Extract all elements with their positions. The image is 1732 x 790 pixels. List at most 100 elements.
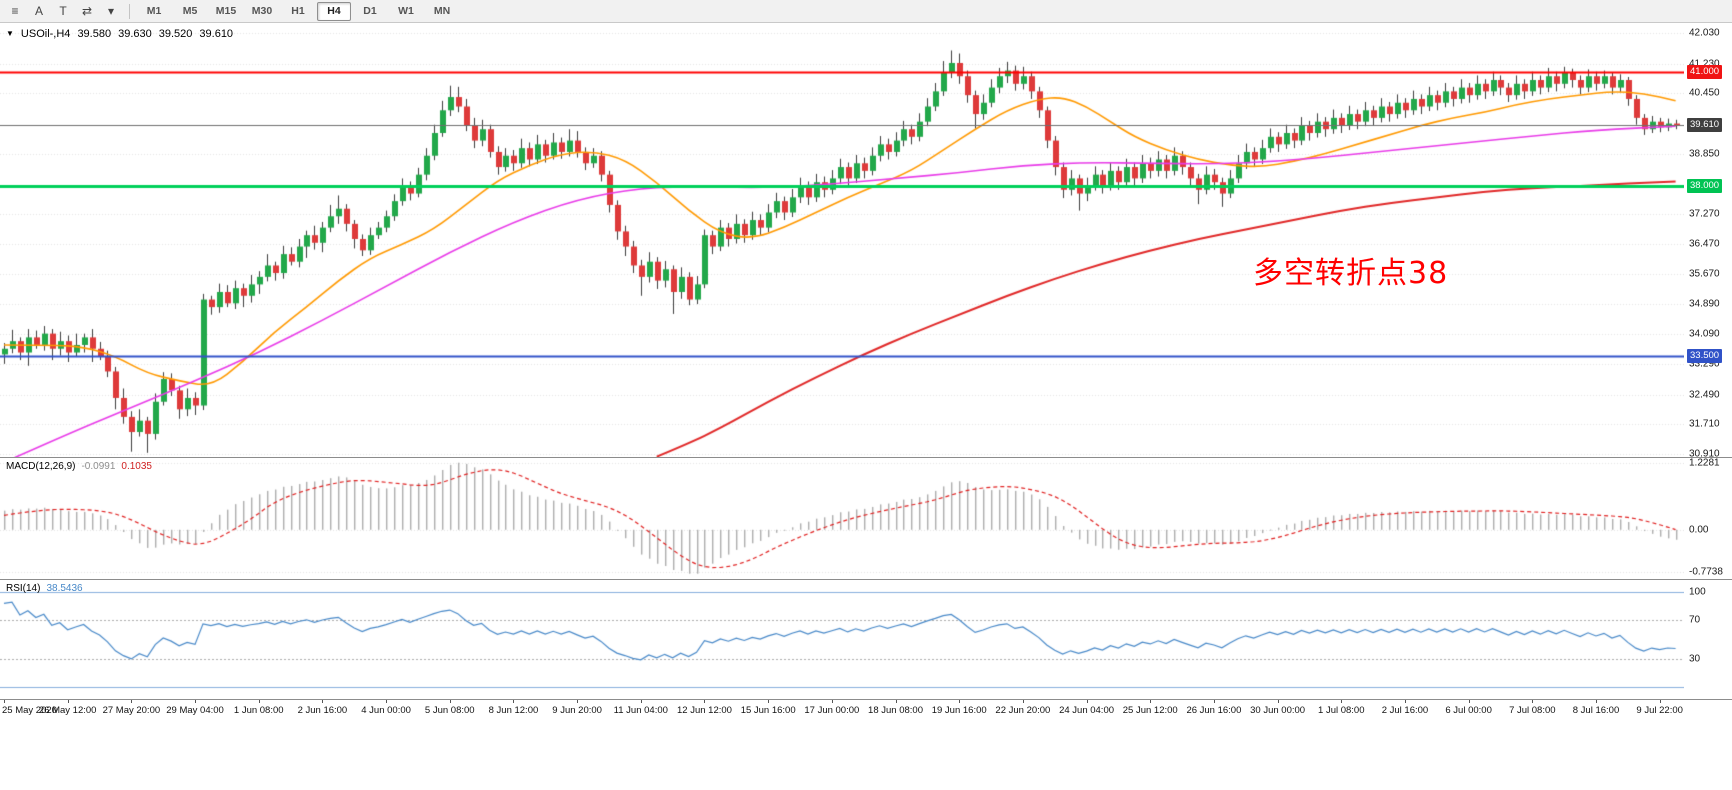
chart-title: ▼ USOil-,H4 39.580 39.630 39.520 39.610: [6, 28, 233, 40]
rsi-name: RSI(14): [6, 583, 41, 594]
time-tick: [959, 700, 960, 703]
price-tick-label: 41.230: [1689, 58, 1720, 70]
time-tick: [259, 700, 260, 703]
time-label: 30 Jun 00:00: [1250, 705, 1306, 716]
main-chart-panel: ▼ USOil-,H4 39.580 39.630 39.520 39.610 …: [0, 24, 1732, 460]
time-tick: [1532, 700, 1533, 703]
rsi-value: 38.5436: [46, 583, 83, 594]
time-tick: [1214, 700, 1215, 703]
ohlc-open-value: 39.580: [77, 28, 112, 40]
chart-annotation-text[interactable]: 多空转折点38: [1253, 256, 1449, 291]
time-label: 24 Jun 04:00: [1059, 705, 1115, 716]
price-tick-label: 31.710: [1689, 418, 1720, 430]
time-label: 22 Jun 20:00: [995, 705, 1051, 716]
time-label: 2 Jun 16:00: [297, 705, 348, 716]
price-badge-39.610: 39.610: [1687, 118, 1723, 133]
time-tick: [1660, 700, 1661, 703]
time-tick: [1278, 700, 1279, 703]
macd-tick-label: 1.2281: [1689, 457, 1720, 469]
time-label: 8 Jun 12:00: [488, 705, 539, 716]
macd-axis[interactable]: 1.2281 0.00 -0.7738: [1686, 458, 1732, 579]
macd-signal-value: 0.1035: [121, 461, 152, 472]
main-chart-canvas[interactable]: [0, 24, 1684, 457]
macd-canvas[interactable]: [0, 458, 1684, 579]
price-tick-label: 32.490: [1689, 389, 1720, 401]
time-tick: [386, 700, 387, 703]
time-label: 9 Jul 22:00: [1636, 705, 1683, 716]
time-label: 15 Jun 16:00: [740, 705, 796, 716]
cursor-tool-icon[interactable]: A: [34, 4, 43, 18]
price-badge-33.500: 33.500: [1687, 349, 1723, 364]
rsi-axis[interactable]: 100 70 30: [1686, 580, 1732, 699]
rsi-panel: RSI(14) 38.5436 100 70 30: [0, 579, 1732, 699]
cycle-lines-icon[interactable]: ⇄: [81, 4, 93, 18]
price-tick-label: 36.470: [1689, 238, 1720, 250]
time-label: 1 Jun 08:00: [233, 705, 284, 716]
time-axis[interactable]: 25 May 2020 26 May 12:00 27 May 20:00 29 Ma…: [0, 699, 1732, 721]
rsi-label: RSI(14) 38.5436: [6, 583, 83, 594]
time-tick: [68, 700, 69, 703]
price-axis[interactable]: 42.030 41.230 40.450 38.850 37.270 36.470 35.6…: [1686, 24, 1732, 460]
price-tick-label: 35.670: [1689, 268, 1720, 280]
time-tick: [577, 700, 578, 703]
price-tick-label: 33.290: [1689, 358, 1720, 370]
price-tick-label: 37.270: [1689, 208, 1720, 220]
ohlc-low-value: 39.520: [158, 28, 193, 40]
tools-dropdown-caret-icon[interactable]: ▾: [107, 4, 115, 18]
time-tick: [1469, 700, 1470, 703]
price-tick-label: 40.450: [1689, 87, 1720, 99]
rsi-canvas[interactable]: [0, 580, 1684, 699]
time-label: 1 Jul 08:00: [1318, 705, 1365, 716]
time-tick: [832, 700, 833, 703]
price-tick-label: 30.910: [1689, 448, 1720, 460]
price-tick-label: 34.890: [1689, 298, 1720, 310]
price-badge-38.000: 38.000: [1687, 178, 1723, 193]
macd-name: MACD(12,26,9): [6, 461, 76, 472]
time-label: 26 May 12:00: [38, 705, 97, 716]
macd-tick-label: -0.7738: [1689, 566, 1723, 578]
time-label: 27 May 20:00: [102, 705, 161, 716]
time-label: 12 Jun 12:00: [677, 705, 732, 716]
time-tick: [513, 700, 514, 703]
time-label: 2 Jul 16:00: [1381, 705, 1429, 716]
time-label: 6 Jul 00:00: [1445, 705, 1492, 716]
toolbar-separator: [129, 3, 130, 19]
macd-label: MACD(12,26,9) -0.0991 0.1035: [6, 461, 152, 472]
rsi-tick-label: 100: [1689, 586, 1706, 598]
time-tick: [131, 700, 132, 703]
collapse-icon[interactable]: ▼: [6, 29, 14, 38]
toolbar: ≡ A T ⇄ ▾ M1 M5 M15 M30 H1 H4 D1 W1 MN: [0, 0, 1732, 23]
timeframe-button-w1[interactable]: W1: [398, 5, 414, 17]
price-tick-label: 38.850: [1689, 148, 1720, 160]
time-label: 25 May 2020: [2, 705, 57, 716]
macd-panel: MACD(12,26,9) -0.0991 0.1035 1.2281 0.00 -…: [0, 457, 1732, 579]
timeframe-button-d1[interactable]: D1: [363, 5, 377, 17]
time-tick: [1596, 700, 1597, 703]
time-label: 5 Jun 08:00: [424, 705, 475, 716]
ohlc-high-value: 39.630: [118, 28, 152, 40]
text-tool-icon[interactable]: T: [59, 4, 67, 18]
time-label: 18 Jun 08:00: [868, 705, 923, 716]
chart-windows-icon[interactable]: ≡: [11, 4, 19, 18]
timeframe-button-mn[interactable]: MN: [433, 5, 451, 17]
timeframe-button-m5[interactable]: M5: [182, 5, 198, 17]
time-tick: [704, 700, 705, 703]
rsi-tick-label: 70: [1689, 614, 1701, 626]
time-tick: [450, 700, 451, 703]
time-tick: [195, 700, 196, 703]
timeframe-button-m30[interactable]: M30: [251, 5, 273, 17]
timeframe-button-h4[interactable]: H4: [317, 1, 351, 21]
bottom-spacer: [0, 721, 1732, 790]
time-label: 9 Jun 20:00: [552, 705, 602, 716]
price-tick-label: 42.030: [1689, 27, 1720, 39]
timeframe-button-m1[interactable]: M1: [146, 5, 162, 17]
time-tick: [1087, 700, 1088, 703]
time-tick: [1023, 700, 1024, 703]
time-label: 8 Jul 16:00: [1572, 705, 1620, 716]
timeframe-button-m15[interactable]: M15: [215, 5, 237, 17]
price-badge-41.000: 41.000: [1687, 65, 1723, 80]
timeframe-button-h1[interactable]: H1: [291, 5, 305, 17]
time-tick: [322, 700, 323, 703]
time-tick: [1150, 700, 1151, 703]
